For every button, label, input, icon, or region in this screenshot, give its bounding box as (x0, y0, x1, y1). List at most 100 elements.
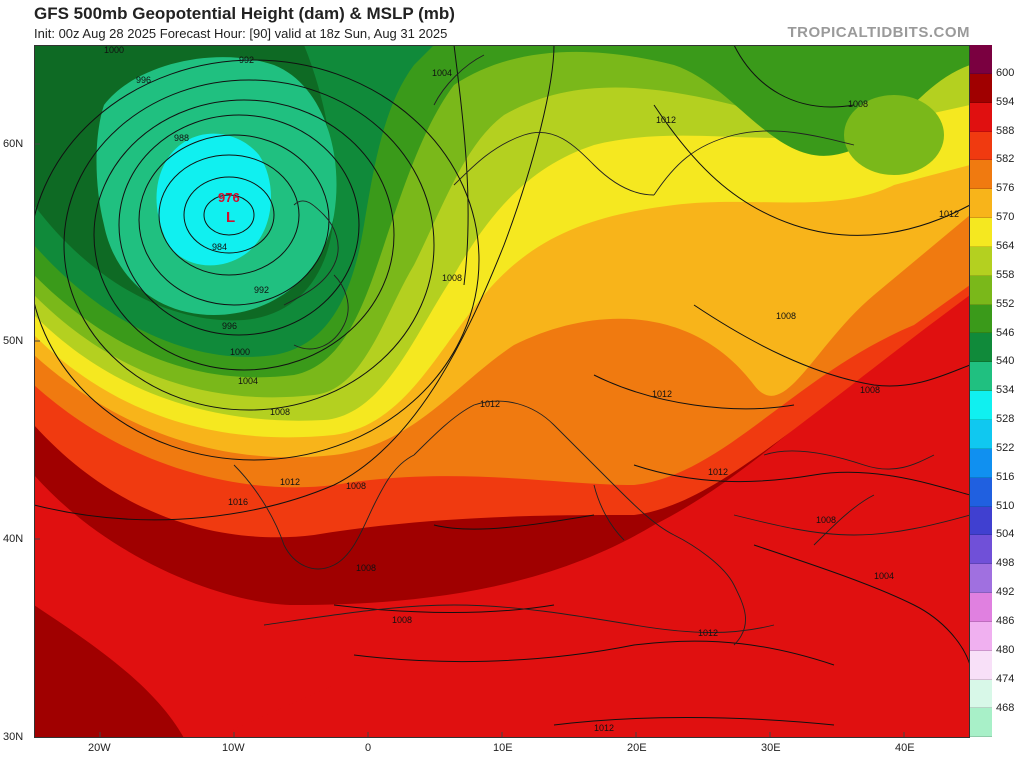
colorbar-label: 552 (996, 297, 1015, 310)
lon-label-20e: 20E (627, 742, 647, 754)
colorbar-label: 468 (996, 701, 1015, 714)
isobar-label: 1012 (698, 628, 718, 638)
isobar-label: 1004 (238, 376, 258, 386)
colorbar-segment (970, 679, 992, 709)
isobar-label: 1008 (860, 385, 880, 395)
colorbar-label: 570 (996, 211, 1015, 224)
lon-label-10w: 10W (222, 742, 245, 754)
isobar-label: 1000 (230, 347, 250, 357)
colorbar-segment (970, 218, 992, 247)
colorbar (970, 45, 992, 738)
colorbar-segment (970, 246, 992, 276)
colorbar-segment (970, 102, 992, 132)
isobar-label: 1004 (432, 68, 452, 78)
isobar-label: 1012 (652, 389, 672, 399)
colorbar-label: 522 (996, 441, 1015, 454)
colorbar-segment (970, 391, 992, 420)
coastlines (233, 54, 970, 646)
isobar-label: 1000 (104, 45, 124, 55)
colorbar-label: 474 (996, 672, 1015, 685)
isobar-label-group: 1000 996 992 988 984 992 996 1000 1004 1… (104, 45, 959, 733)
height-band-588b (214, 685, 970, 738)
isobar-label: 1008 (816, 515, 836, 525)
isobar-label: 988 (174, 133, 189, 143)
isobar-label: 1008 (776, 311, 796, 321)
colorbar-segment (970, 506, 992, 536)
height-band-high-north (844, 95, 944, 175)
isobar-label: 1008 (392, 615, 412, 625)
colorbar-segment (970, 419, 992, 449)
isobar-label: 1008 (442, 273, 462, 283)
colorbar-segment (970, 131, 992, 161)
isobar-label: 1012 (480, 399, 500, 409)
isobar-label: 984 (212, 242, 227, 252)
colorbar-label: 492 (996, 586, 1015, 599)
colorbar-segment (970, 189, 992, 219)
colorbar-segment (970, 362, 992, 392)
colorbar-label: 558 (996, 268, 1015, 281)
colorbar-label: 582 (996, 153, 1015, 166)
lon-label-40e: 40E (895, 742, 915, 754)
isobars (34, 45, 970, 726)
isobar-label: 992 (254, 285, 269, 295)
colorbar-label: 540 (996, 355, 1015, 368)
isobar-label: 1008 (848, 99, 868, 109)
colorbar-label: 510 (996, 499, 1015, 512)
colorbar-label: 528 (996, 413, 1015, 426)
weather-map: 1000 996 992 988 984 992 996 1000 1004 1… (34, 45, 970, 738)
colorbar-label: 534 (996, 384, 1015, 397)
isobar-label: 1012 (594, 723, 614, 733)
isobar-label: 1012 (708, 467, 728, 477)
colorbar-segment (970, 333, 992, 363)
colorbar-label: 480 (996, 643, 1015, 656)
lat-label-60n: 60N (3, 138, 24, 150)
height-band-588 (34, 275, 970, 738)
chart-subtitle: Init: 00z Aug 28 2025 Forecast Hour: [90… (34, 26, 448, 41)
lon-label-0: 0 (365, 742, 372, 754)
chart-title: GFS 500mb Geopotential Height (dam) & MS… (34, 4, 455, 23)
lon-label-30e: 30E (761, 742, 781, 754)
lon-label-20w: 20W (88, 742, 111, 754)
colorbar-label: 576 (996, 182, 1015, 195)
low-pressure-value: 976 (218, 190, 240, 205)
colorbar-segment (970, 275, 992, 305)
colorbar-segment (970, 304, 992, 334)
colorbar-segment (970, 448, 992, 478)
colorbar-segment (970, 73, 992, 103)
colorbar-segment (970, 45, 992, 74)
colorbar-label: 546 (996, 326, 1015, 339)
lat-label-30n: 30N (3, 731, 24, 743)
isobar-label: 1004 (874, 571, 894, 581)
colorbar-label: 588 (996, 124, 1015, 137)
isobar-label: 1012 (280, 477, 300, 487)
colorbar-segment (970, 708, 992, 738)
lat-label-50n: 50N (3, 335, 24, 347)
colorbar-label: 504 (996, 528, 1015, 541)
colorbar-segment (970, 621, 992, 651)
colorbar-segment (970, 535, 992, 565)
colorbar-segment (970, 160, 992, 190)
colorbar-segment (970, 593, 992, 622)
colorbar-segment (970, 477, 992, 507)
isobar-label: 1012 (939, 209, 959, 219)
colorbar-label: 564 (996, 239, 1015, 252)
colorbar-label: 594 (996, 95, 1015, 108)
isobar-label: 1016 (228, 497, 248, 507)
isobar-label: 992 (239, 55, 254, 65)
colorbar-label: 516 (996, 470, 1015, 483)
isobar-label: 1008 (270, 407, 290, 417)
colorbar-segment (970, 650, 992, 680)
isobar-label: 1012 (656, 115, 676, 125)
colorbar-label: 600 (996, 66, 1015, 79)
isobar-label: 1008 (356, 563, 376, 573)
isobar-label: 996 (136, 75, 151, 85)
low-pressure-symbol: L (226, 209, 235, 226)
lat-label-40n: 40N (3, 533, 24, 545)
isobar-label: 996 (222, 321, 237, 331)
isobar-label: 1008 (346, 481, 366, 491)
colorbar-label: 486 (996, 615, 1015, 627)
lon-label-10e: 10E (493, 742, 513, 754)
colorbar-label: 498 (996, 557, 1015, 570)
colorbar-segment (970, 564, 992, 594)
source-credit: TROPICALTIDBITS.COM (787, 24, 970, 41)
